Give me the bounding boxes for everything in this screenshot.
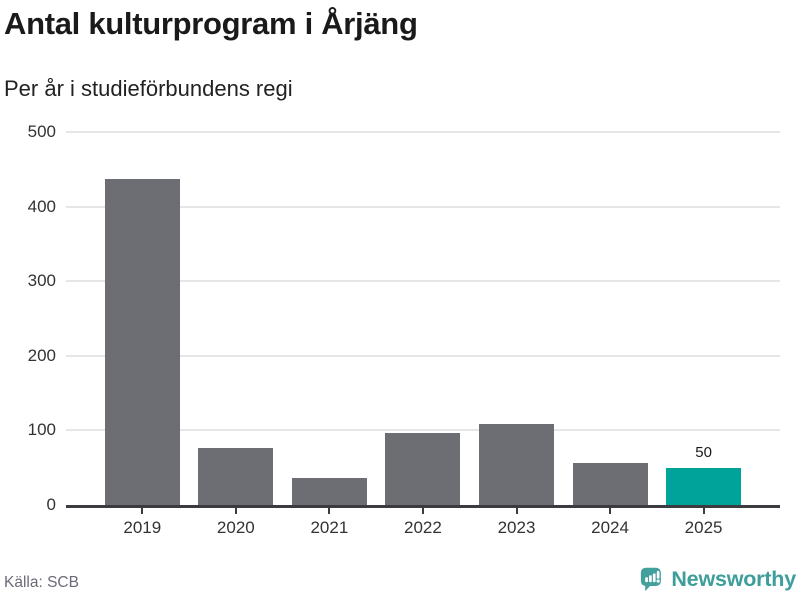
y-gridline (66, 280, 780, 283)
x-axis-line (66, 505, 780, 508)
x-axis-tick-label: 2019 (123, 518, 162, 537)
newsworthy-logo-icon (640, 567, 661, 591)
x-axis-tickmark (141, 508, 144, 514)
x-axis-tickmark (328, 508, 331, 514)
y-gridline (66, 205, 780, 208)
y-gridline (66, 354, 780, 357)
x-axis-tick-label: 2020 (216, 518, 255, 537)
x-axis-tick-label: 2021 (310, 518, 349, 537)
x-axis-tickmark (515, 508, 518, 514)
y-gridline (66, 131, 780, 133)
x-axis-tick-label: 2023 (497, 518, 536, 537)
y-gridline (66, 429, 780, 432)
chart-subtitle: Per år i studieförbundens regi (4, 76, 293, 101)
x-axis-tickmark (234, 508, 237, 514)
y-axis-tick-label: 0 (46, 495, 56, 514)
newsworthy-logo: Newsworthy (640, 564, 796, 594)
y-axis-tick-label: 100 (27, 420, 56, 440)
chart-title: Antal kulturprogram i Årjäng (4, 6, 418, 41)
bar-2021 (291, 478, 367, 505)
x-axis-tick-label: 2025 (684, 518, 723, 537)
y-axis-tick-label: 300 (27, 271, 56, 291)
x-axis-tick-label: 2024 (591, 518, 629, 537)
x-axis-tick-label: 2022 (404, 518, 442, 537)
bar-2023 (479, 423, 554, 505)
bar-value-label: 50 (695, 443, 712, 461)
y-axis-tick-label: 400 (27, 196, 56, 216)
y-axis-tick-label: 200 (27, 345, 56, 365)
bar-2022 (385, 433, 461, 505)
bar-2019 (104, 178, 180, 505)
bar-2020 (198, 447, 274, 505)
x-axis-tickmark (421, 508, 424, 514)
source-attribution: Källa: SCB (4, 574, 79, 591)
bar-2024 (572, 463, 648, 505)
x-axis-tickmark (702, 508, 705, 514)
bar-2025 (666, 467, 742, 505)
y-axis-tick-label: 500 (27, 122, 56, 141)
newsworthy-logo-text: Newsworthy (671, 566, 796, 591)
x-axis-tickmark (609, 508, 612, 514)
